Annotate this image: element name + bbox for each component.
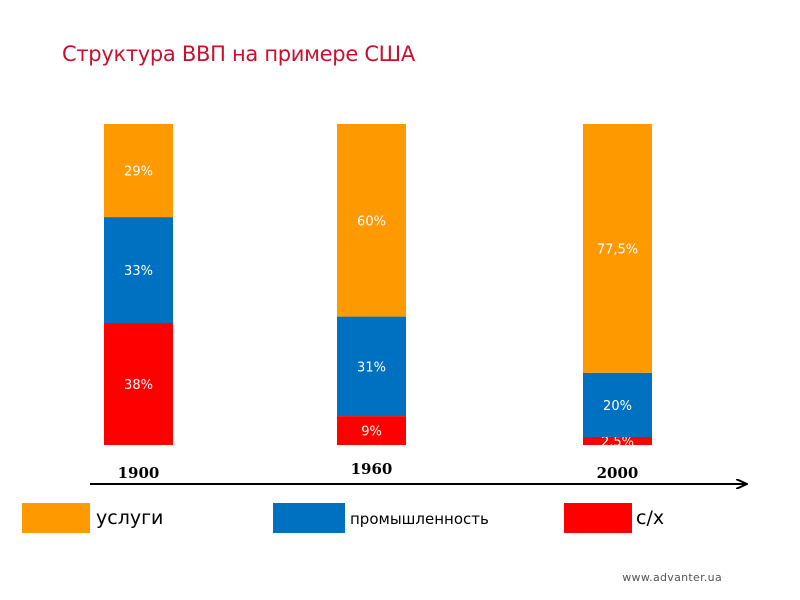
x-tick-label-1900: 1900 (118, 464, 160, 482)
legend-swatch-industry (273, 503, 345, 533)
data-label-1900-промышленность: 33% (124, 264, 153, 279)
bar-2000-услуги (583, 124, 652, 373)
bar-1960-с/х (337, 416, 406, 445)
legend-swatch-agriculture (564, 503, 632, 533)
bar-1960-промышленность (337, 316, 406, 417)
bar-1900-услуги (104, 124, 173, 218)
stacked-bar-chart: 38% 33% 29% 1900 9% 31% 60% 1960 2,5% 20% 77,5% 200… (90, 124, 800, 500)
x-tick-label-1960: 1960 (351, 460, 393, 478)
data-label-2000-услуги: 77,5% (597, 242, 638, 257)
data-label-2000-промышленность: 20% (603, 399, 632, 414)
chart-title: Структура ВВП на примере США (62, 42, 415, 66)
legend-label-services: услуги (96, 507, 164, 529)
footer-url: www.advanter.ua (622, 571, 722, 584)
bar-2000-с/х (583, 436, 652, 445)
bar-1900-с/х (104, 323, 173, 445)
data-label-1960-с/х: 9% (361, 425, 382, 440)
legend-label-agriculture: с/х (636, 507, 665, 529)
bar-1960-услуги (337, 124, 406, 317)
x-tick-label-2000: 2000 (597, 464, 639, 482)
data-label-2000-с/х: 2,5% (601, 435, 634, 450)
data-label-1960-промышленность: 31% (357, 360, 386, 375)
data-label-1960-услуги: 60% (357, 214, 386, 229)
bar-1900-промышленность (104, 217, 173, 324)
data-label-1900-с/х: 38% (124, 378, 153, 393)
bar-2000-промышленность (583, 372, 652, 437)
legend-swatch-services (22, 503, 90, 533)
legend-label-industry: промышленность (350, 510, 489, 528)
bars-group: 38% 33% 29% 1900 9% 31% 60% 1960 2,5% 20% 77,5% 200… (104, 124, 652, 482)
data-label-1900-услуги: 29% (124, 165, 153, 180)
